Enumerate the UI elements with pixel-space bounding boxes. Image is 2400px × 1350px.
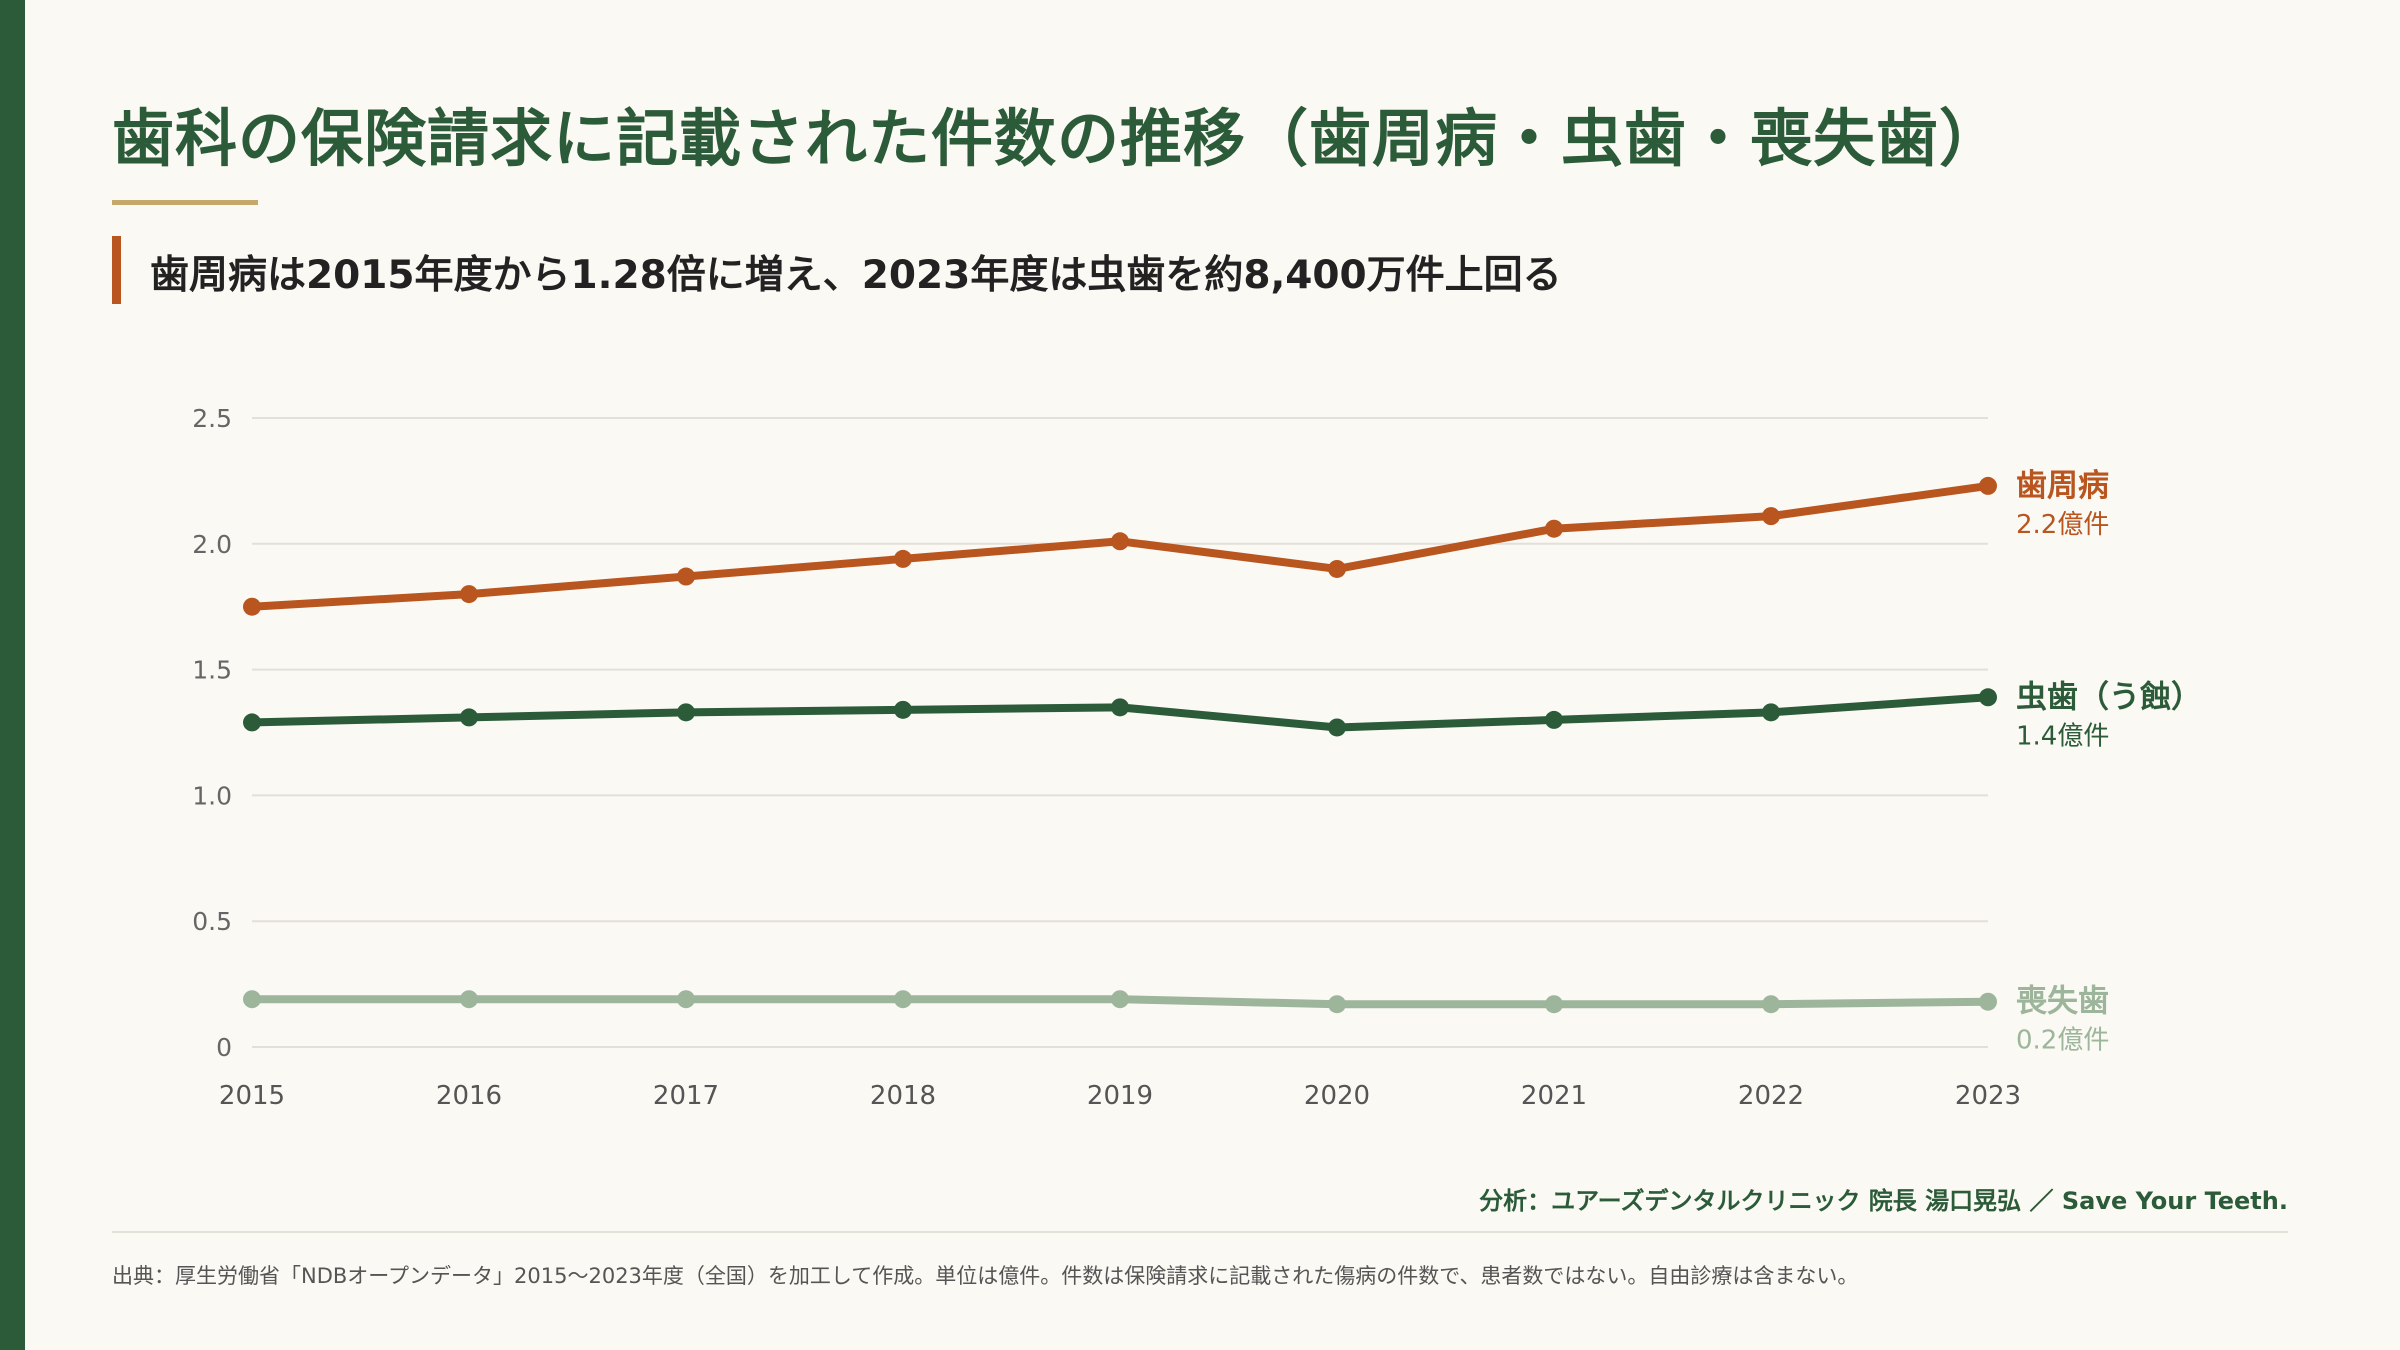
data-point: [894, 549, 912, 568]
data-point: [1111, 990, 1129, 1009]
data-point: [1111, 532, 1129, 551]
data-point: [1979, 476, 1997, 495]
data-point: [1545, 995, 1563, 1014]
subtitle-accent-bar: [112, 236, 121, 304]
data-point: [243, 713, 261, 732]
data-point: [677, 703, 695, 722]
data-point: [1979, 992, 1997, 1011]
source-note: 出典：厚生労働省「NDBオープンデータ」2015〜2023年度（全国）を加工して…: [112, 1264, 1859, 1288]
footer-divider: [112, 1231, 2288, 1233]
y-tick-label: 2.0: [192, 530, 232, 559]
x-tick-label: 2022: [1738, 1081, 1804, 1111]
data-point: [460, 990, 478, 1009]
series-value-label: 0.2億件: [2016, 1026, 2109, 1056]
x-tick-label: 2015: [219, 1081, 285, 1111]
x-tick-label: 2021: [1521, 1081, 1587, 1111]
data-point: [1545, 519, 1563, 538]
x-tick-label: 2023: [1955, 1081, 2021, 1111]
data-point: [1762, 507, 1780, 526]
y-tick-label: 1.5: [192, 656, 232, 685]
data-point: [1328, 559, 1346, 578]
data-point: [1545, 710, 1563, 729]
y-tick-label: 2.5: [192, 404, 232, 433]
data-point: [460, 585, 478, 604]
analysis-credit: 分析：ユアーズデンタルクリニック 院長 湯口晃弘 ／ Save Your Tee…: [1479, 1187, 2288, 1215]
data-point: [1762, 995, 1780, 1014]
data-point: [1111, 698, 1129, 717]
title-underline: [112, 200, 258, 205]
data-point: [894, 990, 912, 1009]
x-tick-label: 2017: [653, 1081, 719, 1111]
data-point: [677, 567, 695, 586]
data-point: [243, 990, 261, 1009]
data-point: [1328, 718, 1346, 737]
series-value-label: 2.2億件: [2016, 510, 2109, 540]
data-point: [1979, 688, 1997, 707]
data-point: [677, 990, 695, 1009]
series-label: 喪失歯: [2016, 984, 2109, 1020]
data-point: [243, 597, 261, 616]
series-label: 歯周病: [2016, 468, 2109, 504]
data-point: [1328, 995, 1346, 1014]
page-subtitle: 歯周病は2015年度から1.28倍に増え、2023年度は虫歯を約8,400万件上…: [150, 253, 1562, 298]
x-tick-label: 2016: [436, 1081, 502, 1111]
page-title: 歯科の保険請求に記載された件数の推移（歯周病・虫歯・喪失歯）: [112, 102, 2003, 175]
data-point: [894, 700, 912, 719]
series-label: 虫歯（う蝕）: [2016, 679, 2202, 715]
x-tick-label: 2019: [1087, 1081, 1153, 1111]
data-point: [1762, 703, 1780, 722]
x-tick-label: 2020: [1304, 1081, 1370, 1111]
y-tick-label: 0.5: [192, 907, 232, 936]
x-tick-label: 2018: [870, 1081, 936, 1111]
series-value-label: 1.4億件: [2016, 721, 2109, 751]
brand-side-bar: [0, 0, 25, 1350]
y-tick-label: 1.0: [192, 781, 232, 810]
y-tick-label: 0: [216, 1033, 232, 1062]
data-point: [460, 708, 478, 727]
